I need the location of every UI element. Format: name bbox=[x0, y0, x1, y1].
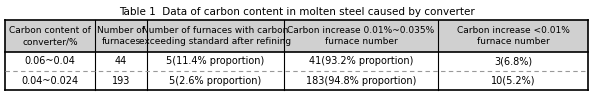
Text: 0.06~0.04: 0.06~0.04 bbox=[25, 56, 76, 66]
Text: 5(2.6% proportion): 5(2.6% proportion) bbox=[169, 75, 262, 86]
Text: 0.04~0.024: 0.04~0.024 bbox=[21, 75, 79, 86]
Text: 44: 44 bbox=[115, 56, 127, 66]
Text: Carbon increase 0.01%~0.035%
furnace number: Carbon increase 0.01%~0.035% furnace num… bbox=[287, 26, 435, 46]
Text: Carbon content of
converter/%: Carbon content of converter/% bbox=[9, 26, 91, 46]
Text: 5(11.4% proportion): 5(11.4% proportion) bbox=[166, 56, 264, 66]
Text: 3(6.8%): 3(6.8%) bbox=[494, 56, 532, 66]
Text: 10(5.2%): 10(5.2%) bbox=[491, 75, 535, 86]
Text: Carbon increase <0.01%
furnace number: Carbon increase <0.01% furnace number bbox=[457, 26, 569, 46]
Text: Table 1  Data of carbon content in molten steel caused by converter: Table 1 Data of carbon content in molten… bbox=[119, 7, 474, 17]
Bar bbox=[5, 52, 588, 71]
Text: 41(93.2% proportion): 41(93.2% proportion) bbox=[309, 56, 413, 66]
Text: 193: 193 bbox=[112, 75, 130, 86]
Text: 183(94.8% proportion): 183(94.8% proportion) bbox=[306, 75, 416, 86]
Bar bbox=[5, 71, 588, 90]
Bar bbox=[5, 20, 588, 52]
Text: Number of
furnaces: Number of furnaces bbox=[97, 26, 145, 46]
Text: Number of furnaces with carbon
exceeding standard after refining: Number of furnaces with carbon exceeding… bbox=[139, 26, 291, 46]
